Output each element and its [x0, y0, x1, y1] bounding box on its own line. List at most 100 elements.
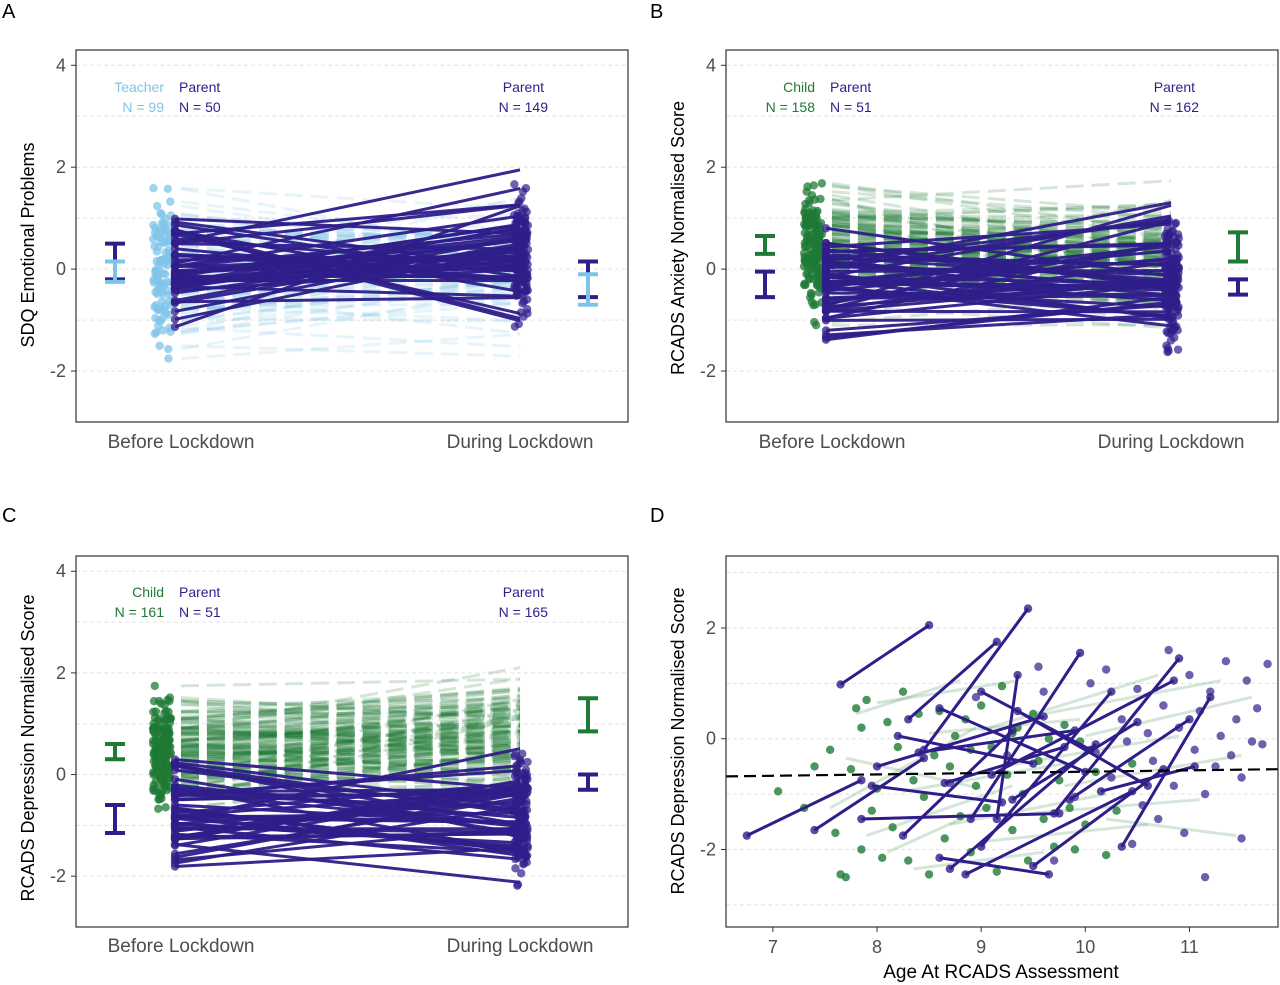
panel-b-group-parent-during-n: N = 162 — [1150, 99, 1200, 115]
panel-b-parent-point-during — [1164, 231, 1173, 240]
panel-c-child-line — [180, 697, 521, 768]
panel-c-child-line — [180, 729, 521, 767]
panel-c-child-line — [180, 740, 521, 790]
panel-b-parent-point-before — [821, 273, 831, 282]
panel-d-parent-segment-start — [1096, 787, 1106, 796]
panel-d-parent-segment-start — [836, 680, 845, 689]
panel-b-parent-point-during — [1164, 216, 1173, 225]
panel-c-child-line — [180, 720, 521, 737]
panel-b-parent-point-during — [1161, 303, 1171, 312]
panel-c-child-line — [180, 697, 521, 707]
panel-c-child-line — [180, 764, 521, 789]
panel-d-parent-point — [1226, 751, 1236, 760]
panel-a-teacher-line — [180, 316, 521, 323]
panel-a-parent-line — [174, 256, 521, 274]
panel-c-child-line — [180, 703, 521, 756]
panel-d-parent-point — [1086, 679, 1095, 688]
panel-d-child-point — [1029, 709, 1038, 719]
panel-c-child-line — [180, 729, 521, 741]
panel-b-ytick-label: 4 — [706, 55, 716, 75]
panel-a-parent-point-before — [170, 282, 180, 291]
panel-a-teacher-line — [180, 301, 521, 332]
panel-d-parent-segment — [1032, 767, 1165, 868]
panel-d-child-segment — [1043, 679, 1221, 716]
panel-a-teacher-line — [180, 296, 521, 335]
panel-d-parent-segment — [918, 728, 1076, 755]
panel-c-child-line — [180, 693, 521, 734]
panel-c-parent-line — [174, 768, 521, 813]
panel-b-child-point — [812, 281, 822, 290]
panel-d-child-segment — [876, 679, 1018, 705]
panel-b-child-line — [831, 293, 1172, 324]
panel-d-parent-segment-end — [1081, 767, 1090, 777]
panel-d-xtick-label: 11 — [1180, 937, 1199, 957]
panel-b-parent-line — [825, 260, 1172, 290]
panel-d-child-segment — [986, 823, 1148, 843]
panel-c-xtick-during: During Lockdown — [447, 936, 594, 957]
panel-a-group-teacher-n: N = 99 — [122, 99, 164, 115]
panel-c-child-line — [180, 753, 521, 764]
panel-d-parent-segment-end — [992, 637, 1001, 647]
panel-a-teacher-point — [152, 201, 162, 211]
panel-d-parent-point — [1190, 745, 1199, 755]
panel-a-parent-point-during — [510, 180, 519, 189]
panel-c-child-line — [180, 742, 521, 775]
panel-d-child-point — [971, 781, 981, 790]
panel-a-parent-line — [174, 242, 521, 305]
panel-c-child-line — [180, 726, 521, 758]
panel-b-child-line — [831, 223, 1172, 276]
panel-d-border — [725, 555, 1279, 928]
panel-a-group-teacher-label: Teacher — [114, 79, 164, 95]
panel-a-parent-line — [174, 203, 521, 246]
panel-a-parent-point-before — [170, 315, 180, 324]
panel-c-parent-line — [174, 787, 521, 847]
panel-c-ylabel: RCADS Depression Normalised Score — [18, 594, 38, 901]
panel-a-teacher-line — [180, 284, 521, 328]
panel-d-parent-point — [1200, 789, 1210, 799]
panel-c-child-line — [180, 686, 521, 721]
panel-d-parent-segment-end — [1174, 654, 1184, 663]
panel-b-child-point — [804, 234, 814, 244]
panel-d-child-point — [841, 872, 850, 882]
panel-c-child-line — [180, 724, 521, 743]
panel-b-parent-point-before — [821, 313, 831, 323]
panel-a-teacher-point — [150, 242, 159, 251]
panel-d-parent-segment-start — [867, 781, 877, 790]
panel-b-group-parent-during-label: Parent — [1154, 79, 1195, 95]
panel-c-child-line — [180, 729, 521, 751]
panel-d-parent-segment — [907, 640, 998, 721]
panel-d-parent-point — [1039, 687, 1048, 696]
panel-c-child-line — [180, 749, 521, 761]
panel-b-child-line — [831, 227, 1172, 250]
panel-b-parent-point-before — [821, 294, 831, 303]
panel-c-child-line — [180, 694, 521, 722]
panel-a-parent-point-during — [515, 269, 524, 279]
panel-d-child-point — [1023, 856, 1033, 865]
panel-c-child-line — [180, 731, 521, 742]
panel-a-parent-point-during — [515, 249, 524, 258]
panel-a-teacher-point — [154, 261, 163, 270]
panel-b-child-line — [831, 183, 1172, 240]
panel-b-child-point — [810, 250, 819, 260]
panel-b-group-parent-before-n: N = 51 — [830, 99, 872, 115]
panel-c-child-line — [180, 733, 521, 739]
panel-c-child-line — [180, 702, 521, 714]
panel-b-parent-line — [825, 222, 1172, 249]
panel-b-xtick-during: During Lockdown — [1098, 432, 1245, 453]
panel-a-teacher-line — [180, 305, 521, 322]
panel-d-parent-point — [1154, 814, 1163, 824]
panel-c-child-line — [180, 745, 521, 752]
panel-c-child-line — [180, 729, 521, 749]
panel-d-parent-segment — [1068, 718, 1191, 801]
panel-c-ytick-label: 0 — [56, 765, 66, 785]
panel-d-parent-segment — [1016, 709, 1149, 788]
panel-d-parent-segment — [861, 811, 1060, 821]
panel-d-parent-segment-end — [1044, 870, 1054, 879]
panel-b-child-point — [807, 269, 817, 279]
panel-b-parent-point-during — [1171, 218, 1181, 228]
panel-c-child-line — [180, 722, 521, 739]
panel-c-parent-point-during — [521, 780, 530, 790]
panel-d-ytick-label: 0 — [706, 729, 716, 749]
panel-c-child-line — [180, 749, 521, 755]
